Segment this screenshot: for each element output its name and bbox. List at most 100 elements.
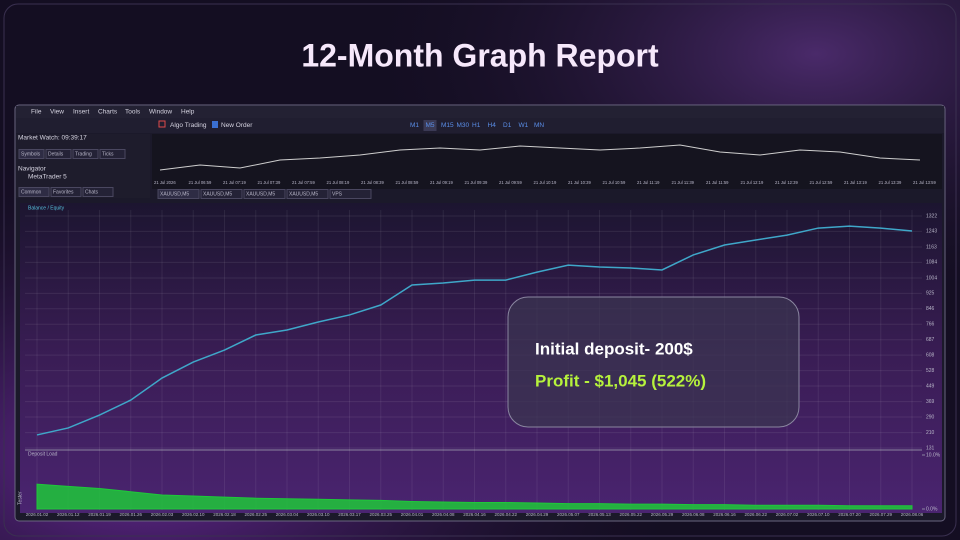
- mini-time: 21 Jul 11:19: [637, 180, 660, 185]
- info-box: [507, 296, 800, 428]
- terminal-window: Algo Trading New Order Market Watch: 09:…: [14, 104, 946, 522]
- mini-time: 21 Jul 08:39: [361, 180, 384, 185]
- tab-label[interactable]: XAUUSD,M5: [160, 191, 189, 197]
- timeframe-button[interactable]: W1: [519, 122, 529, 129]
- mini-time: 21 Jul 12:19: [741, 180, 764, 185]
- x-tick-label: 2026.01.02: [26, 512, 49, 517]
- algo-icon: [158, 120, 166, 128]
- y-tick-label: 10.0%: [926, 452, 941, 458]
- mini-time: 21 Jul 12:39: [775, 180, 798, 185]
- x-tick-label: 2026.04.22: [494, 512, 517, 517]
- timeframe-button[interactable]: M5: [426, 122, 435, 129]
- x-tick-label: 2026.04.29: [526, 512, 549, 517]
- order-icon: [212, 121, 218, 128]
- tab-label[interactable]: Ticks: [102, 151, 114, 157]
- mini-time: 21 Jul 11:59: [706, 180, 729, 185]
- tab-label[interactable]: Trading: [75, 151, 92, 157]
- y-tick-label: 449: [926, 383, 935, 389]
- tab: [18, 149, 45, 159]
- tab: [82, 187, 114, 197]
- tab: [50, 187, 82, 197]
- x-tick-label: 2026.01.19: [88, 512, 111, 517]
- x-tick-label: 2026.07.02: [776, 512, 799, 517]
- x-tick-label: 2026.01.26: [119, 512, 142, 517]
- y-tick-label: 0.0%: [926, 506, 938, 512]
- profit-text: Profit - $1,045 (522%): [535, 371, 706, 390]
- mini-time: 21 Jul 11:39: [672, 180, 695, 185]
- tab: [243, 189, 286, 199]
- timeframe-button[interactable]: M15: [441, 122, 454, 129]
- x-tick-label: 2026.03.25: [369, 512, 392, 517]
- x-tick-label: 2026.02.18: [213, 512, 236, 517]
- mini-time: 21 Jul 12:59: [810, 180, 833, 185]
- algo-trading-button[interactable]: Algo Trading: [170, 122, 207, 129]
- mini-time: 21 Jul 10:39: [568, 180, 591, 185]
- x-tick-label: 2026.02.03: [151, 512, 174, 517]
- y-tick-label: 131: [926, 445, 935, 451]
- mini-price: [159, 144, 921, 171]
- mini-time: 21 Jul 08:19: [327, 180, 350, 185]
- tab-label[interactable]: Symbols: [21, 151, 41, 157]
- x-tick-label: 2026.04.16: [463, 512, 486, 517]
- new-order-button[interactable]: New Order: [221, 122, 253, 129]
- x-tick-label: 2026.05.13: [588, 512, 611, 517]
- y-tick-label: 687: [926, 337, 935, 343]
- mini-time: 21 Jul 13:19: [844, 180, 867, 185]
- tab: [72, 149, 99, 159]
- menu-item[interactable]: Tools: [125, 109, 141, 116]
- tab-label[interactable]: XAUUSD,M5: [289, 191, 318, 197]
- menu-item[interactable]: View: [50, 109, 64, 116]
- mini-time: 21 Jul 10:59: [603, 180, 626, 185]
- timeframe-button[interactable]: H1: [472, 122, 481, 129]
- x-tick-label: 2026.08.06: [901, 512, 924, 517]
- tab-label[interactable]: Favorites: [53, 189, 74, 195]
- mini-time: 21 Jul 07:59: [292, 180, 315, 185]
- x-tick-label: 2026.06.22: [744, 512, 767, 517]
- mini-time: 21 Jul 09:39: [465, 180, 488, 185]
- y-tick-label: 846: [926, 306, 935, 312]
- tab: [18, 187, 50, 197]
- menu-item[interactable]: Window: [149, 109, 172, 116]
- timeframe-button[interactable]: MN: [534, 122, 544, 129]
- y-tick-label: 528: [926, 368, 935, 374]
- menu-item[interactable]: Help: [181, 109, 195, 116]
- navigator-item[interactable]: MetaTrader 5: [28, 174, 67, 181]
- active-timeframe: [423, 120, 437, 131]
- tab-label[interactable]: Details: [48, 151, 64, 157]
- y-tick-label: 1243: [926, 229, 937, 235]
- menu-bar: [16, 106, 944, 118]
- tab-label[interactable]: XAUUSD,M5: [246, 191, 275, 197]
- y-tick-label: 766: [926, 322, 935, 328]
- tab-label[interactable]: Common: [21, 189, 42, 195]
- menu-item[interactable]: Charts: [98, 109, 118, 116]
- menu-item[interactable]: File: [31, 109, 42, 116]
- tab-label[interactable]: VPS: [332, 191, 343, 197]
- y-tick-label: 1163: [926, 244, 937, 250]
- tab: [200, 189, 243, 199]
- x-tick-label: 2026.07.20: [838, 512, 861, 517]
- tab: [99, 149, 126, 159]
- x-tick-label: 2026.06.08: [682, 512, 705, 517]
- x-tick-label: 2026.04.08: [432, 512, 455, 517]
- tab-label[interactable]: XAUUSD,M5: [203, 191, 232, 197]
- mini-chart: [152, 134, 942, 189]
- tab: [45, 149, 72, 159]
- tab: [329, 189, 372, 199]
- timeframe-button[interactable]: M1: [410, 122, 419, 129]
- side-label: Tester: [17, 491, 23, 505]
- balance-line: [36, 225, 913, 436]
- market-watch-title: Market Watch: 09:39:17: [18, 135, 87, 142]
- x-tick-label: 2026.02.25: [244, 512, 267, 517]
- timeframe-button[interactable]: H4: [488, 122, 497, 129]
- timeframe-button[interactable]: D1: [503, 122, 512, 129]
- menu-item[interactable]: Insert: [73, 109, 89, 116]
- deposit-text: Initial deposit- 200$: [535, 339, 693, 358]
- tab: [286, 189, 329, 199]
- timeframe-button[interactable]: M30: [457, 122, 470, 129]
- tab-label[interactable]: Chats: [85, 189, 99, 195]
- y-tick-label: 290: [926, 414, 935, 420]
- x-tick-label: 2026.06.16: [713, 512, 736, 517]
- x-tick-label: 2026.04.01: [401, 512, 424, 517]
- tester-area: [20, 203, 942, 513]
